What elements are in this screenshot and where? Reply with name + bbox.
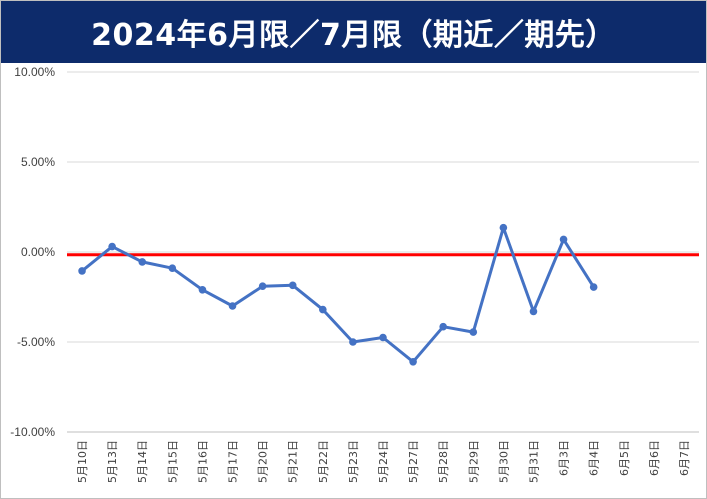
data-point [499, 223, 508, 232]
data-point [168, 264, 177, 273]
gridlines [67, 71, 699, 433]
chart-title: 2024年6月限／7月限（期近／期先） [91, 18, 616, 53]
y-tick-label: -10.00% [10, 425, 55, 439]
x-tick-label: 5月23日 [347, 440, 360, 483]
title-bar: 2024年6月限／7月限（期近／期先） [1, 1, 706, 63]
x-tick-label: 6月5日 [618, 440, 631, 476]
x-tick-label: 5月28日 [437, 440, 450, 483]
data-point [138, 258, 147, 266]
x-tick-label: 6月7日 [678, 440, 691, 476]
x-tick-label: 5月17日 [227, 440, 240, 483]
data-point [379, 333, 387, 342]
x-tick-label: 5月24日 [377, 440, 390, 483]
x-tick-label: 5月10日 [76, 440, 89, 483]
y-tick-label: 5.00% [21, 155, 55, 169]
x-tick-label: 5月16日 [196, 440, 209, 483]
y-tick-label: -5.00% [17, 335, 55, 349]
x-tick-label: 5月14日 [136, 440, 149, 483]
x-tick-label: 6月4日 [588, 440, 601, 476]
x-tick-label: 6月3日 [558, 440, 571, 476]
series-line [81, 226, 595, 364]
data-point [319, 305, 327, 314]
x-tick-label: 5月27日 [407, 440, 420, 483]
x-tick-label: 5月13日 [106, 440, 119, 483]
x-tick-label: 5月20日 [257, 440, 270, 483]
y-tick-label: 0.00% [21, 245, 55, 259]
x-tick-label: 6月6日 [648, 440, 661, 476]
data-point [198, 286, 207, 294]
x-tick-label: 5月22日 [317, 440, 330, 483]
x-tick-label: 5月30日 [497, 440, 510, 483]
x-tick-label: 5月21日 [287, 440, 300, 483]
data-point [589, 283, 598, 291]
data-point [469, 328, 478, 336]
series-group [78, 223, 598, 366]
data-point [529, 307, 538, 316]
data-point [288, 281, 297, 290]
data-point [439, 322, 447, 331]
data-point [108, 242, 116, 251]
data-point [409, 358, 417, 366]
x-tick-label: 5月31日 [527, 440, 540, 483]
data-point [228, 302, 237, 310]
y-tick-label: 10.00% [14, 65, 55, 79]
data-point [559, 235, 568, 244]
x-tick-label: 5月29日 [467, 440, 480, 483]
x-axis-ticks: 5月10日 5月13日 5月14日 5月15日 5月16日 5月17日 5月20日 5月21日… [76, 440, 691, 483]
data-point [258, 282, 267, 291]
y-axis-ticks: 10.00% 5.00% 0.00% -5.00% -10.00% [10, 65, 55, 439]
data-point [349, 338, 357, 346]
x-tick-label: 5月15日 [166, 440, 179, 483]
data-point [78, 267, 86, 275]
